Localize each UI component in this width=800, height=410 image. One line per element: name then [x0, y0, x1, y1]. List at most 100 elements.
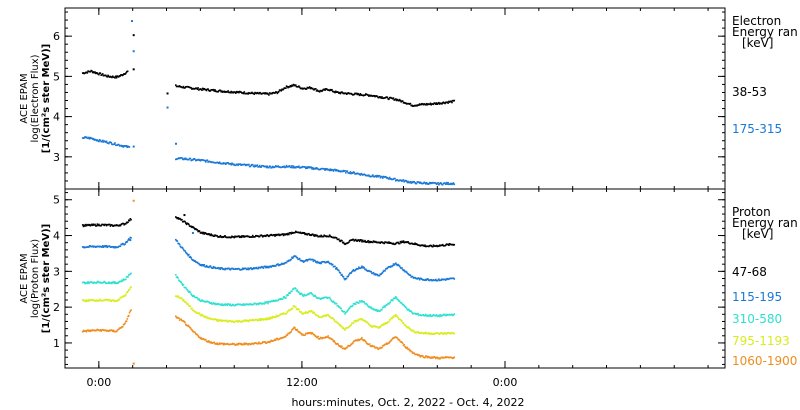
data-point [132, 145, 135, 148]
data-point [368, 323, 371, 326]
data-point [126, 241, 129, 243]
data-point [287, 86, 289, 89]
data-point [438, 314, 440, 317]
data-point [264, 301, 266, 303]
data-point [311, 87, 314, 90]
data-point [289, 231, 292, 234]
data-point [177, 277, 179, 279]
data-point [418, 181, 420, 184]
x-tick-label: 12:00 [286, 376, 318, 389]
data-point [240, 342, 242, 345]
data-point [339, 272, 342, 274]
data-point [424, 356, 426, 359]
data-point [298, 85, 300, 87]
data-point [208, 266, 210, 269]
data-point [237, 343, 239, 346]
data-point [92, 137, 95, 140]
data-point [87, 300, 89, 303]
data-point [295, 306, 297, 308]
data-point [209, 90, 212, 92]
data-point [98, 73, 100, 76]
data-point [286, 233, 289, 236]
data-point [372, 271, 375, 274]
data-point [194, 331, 196, 334]
data-point [285, 87, 287, 89]
data-point [281, 233, 284, 235]
data-point [427, 355, 429, 358]
data-point [178, 317, 180, 319]
legend-entry: 1060-1900 [732, 354, 797, 368]
data-point [326, 168, 329, 170]
data-point [310, 166, 312, 169]
data-point [132, 68, 135, 71]
data-point [305, 167, 307, 170]
data-point [294, 231, 296, 234]
data-point [118, 143, 120, 146]
data-point [118, 328, 120, 331]
data-point [96, 72, 99, 75]
data-point [83, 281, 86, 284]
data-point [184, 321, 186, 324]
data-point [219, 268, 222, 271]
data-point [175, 274, 177, 276]
data-point [388, 302, 391, 304]
data-point [198, 312, 200, 314]
data-point [175, 315, 177, 318]
data-point [291, 165, 293, 167]
data-point [341, 239, 343, 242]
data-point [414, 242, 416, 245]
data-point [130, 309, 132, 311]
data-point [247, 267, 249, 270]
data-point [402, 179, 405, 181]
data-point [209, 234, 212, 237]
data-point [258, 235, 261, 238]
data-point [443, 331, 446, 334]
data-point [201, 314, 204, 316]
data-point [102, 246, 105, 249]
data-point [237, 164, 239, 167]
data-point [91, 224, 94, 227]
data-point [374, 273, 376, 275]
data-point [318, 297, 321, 299]
data-point [323, 168, 326, 170]
data-point [438, 183, 440, 186]
data-point [296, 289, 299, 291]
data-point [224, 234, 226, 237]
data-point [113, 143, 116, 146]
data-point [337, 169, 339, 172]
data-point [409, 328, 412, 331]
data-point [126, 291, 129, 294]
data-point [321, 90, 323, 93]
data-point [276, 337, 279, 340]
data-point [341, 345, 343, 348]
data-point [353, 93, 356, 96]
data-point [260, 166, 262, 168]
data-point [127, 314, 130, 317]
data-point [295, 255, 297, 258]
data-point [338, 323, 340, 325]
data-point [187, 303, 189, 305]
data-point [290, 166, 292, 169]
data-point [187, 324, 189, 327]
data-point [125, 320, 128, 322]
data-point [88, 138, 91, 140]
y-tick-label: 4 [53, 230, 60, 243]
data-point [434, 356, 436, 359]
data-point [251, 236, 253, 238]
data-point [241, 267, 244, 270]
data-point [222, 343, 225, 346]
data-point [332, 170, 335, 172]
data-point [405, 347, 408, 350]
data-point [211, 302, 214, 305]
data-point [407, 180, 409, 183]
data-point [271, 315, 274, 318]
data-point [441, 183, 444, 186]
data-point [376, 347, 379, 349]
data-point [438, 357, 440, 359]
data-point [381, 346, 383, 349]
data-point [95, 225, 98, 227]
data-point [397, 241, 399, 244]
data-point [318, 261, 320, 264]
data-point [88, 246, 90, 248]
data-point [88, 136, 90, 139]
